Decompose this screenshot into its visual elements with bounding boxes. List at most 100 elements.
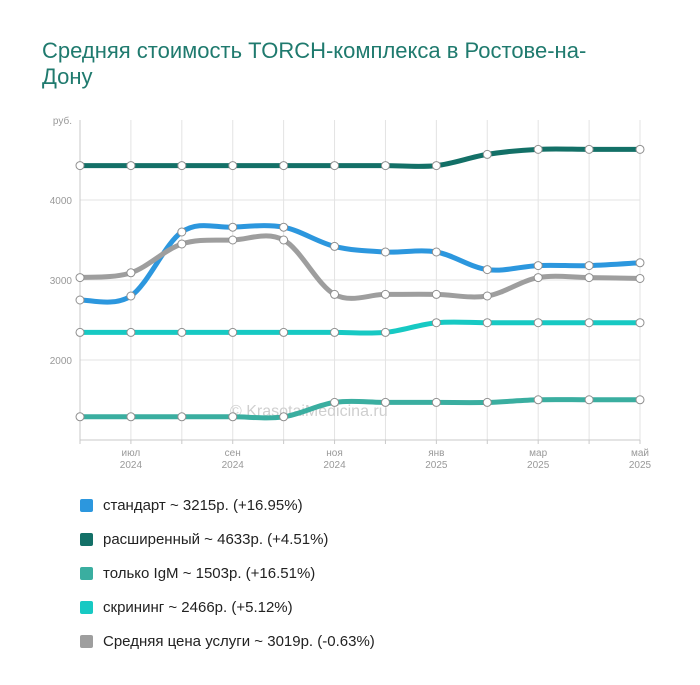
legend-swatch bbox=[80, 600, 93, 614]
x-tick-label-year: 2025 bbox=[425, 460, 448, 471]
legend-item[interactable]: скрининг ~ 2466р. (+5.12%) bbox=[80, 590, 375, 624]
data-point bbox=[380, 397, 390, 407]
data-point bbox=[177, 327, 187, 337]
data-point bbox=[635, 273, 645, 283]
data-point bbox=[228, 222, 238, 232]
legend-label: скрининг ~ 2466р. (+5.12%) bbox=[103, 598, 293, 616]
x-tick-label-month: мар bbox=[529, 448, 547, 459]
legend-label: только IgM ~ 1503р. (+16.51%) bbox=[103, 564, 316, 582]
legend-swatch bbox=[80, 634, 93, 648]
data-point bbox=[380, 327, 390, 337]
legend-label: расширенный ~ 4633р. (+4.51%) bbox=[103, 530, 329, 548]
data-point bbox=[126, 412, 136, 422]
x-tick-label-month: сен bbox=[225, 448, 241, 459]
data-point bbox=[126, 268, 136, 278]
data-point bbox=[279, 161, 289, 171]
legend-swatch bbox=[80, 532, 93, 546]
data-point bbox=[228, 327, 238, 337]
data-point bbox=[431, 397, 441, 407]
data-point bbox=[584, 273, 594, 283]
data-point bbox=[380, 289, 390, 299]
data-point bbox=[177, 239, 187, 249]
data-point bbox=[75, 412, 85, 422]
series-line bbox=[77, 319, 643, 336]
data-point bbox=[431, 247, 441, 257]
data-point bbox=[126, 327, 136, 337]
points-layer bbox=[75, 144, 645, 422]
x-tick-label-year: 2025 bbox=[527, 460, 550, 471]
legend-label: стандарт ~ 3215р. (+16.95%) bbox=[103, 496, 303, 514]
data-point bbox=[635, 318, 645, 328]
series-line bbox=[77, 146, 643, 169]
y-axis-label: руб. bbox=[53, 115, 72, 127]
y-tick-label: 2000 bbox=[50, 356, 73, 367]
x-tick-label-month: июл bbox=[122, 448, 141, 459]
data-point bbox=[126, 161, 136, 171]
y-tick-label: 4000 bbox=[50, 196, 73, 207]
series-line bbox=[77, 223, 643, 305]
data-point bbox=[431, 161, 441, 171]
data-point bbox=[279, 412, 289, 422]
data-point bbox=[482, 291, 492, 301]
x-tick-label-year: 2024 bbox=[222, 460, 245, 471]
data-point bbox=[635, 395, 645, 405]
data-point bbox=[330, 289, 340, 299]
data-point bbox=[279, 235, 289, 245]
data-point bbox=[533, 395, 543, 405]
data-point bbox=[533, 144, 543, 154]
data-point bbox=[584, 318, 594, 328]
axes: 200030004000руб.июл2024сен2024ноя2024янв… bbox=[50, 115, 652, 471]
data-point bbox=[431, 318, 441, 328]
data-point bbox=[279, 327, 289, 337]
data-point bbox=[330, 161, 340, 171]
x-tick-label-year: 2024 bbox=[120, 460, 143, 471]
data-point bbox=[177, 412, 187, 422]
y-tick-label: 3000 bbox=[50, 276, 73, 287]
legend-swatch bbox=[80, 566, 93, 580]
data-point bbox=[482, 265, 492, 275]
data-point bbox=[75, 273, 85, 283]
data-point bbox=[228, 412, 238, 422]
data-point bbox=[330, 327, 340, 337]
data-point bbox=[635, 144, 645, 154]
legend-item[interactable]: стандарт ~ 3215р. (+16.95%) bbox=[80, 488, 375, 522]
legend-label: Средняя цена услуги ~ 3019р. (-0.63%) bbox=[103, 632, 375, 650]
data-point bbox=[177, 227, 187, 237]
data-point bbox=[380, 247, 390, 257]
data-point bbox=[228, 235, 238, 245]
data-point bbox=[584, 261, 594, 271]
data-point bbox=[330, 397, 340, 407]
data-point bbox=[635, 258, 645, 268]
data-point bbox=[482, 397, 492, 407]
data-point bbox=[482, 318, 492, 328]
x-tick-label-year: 2025 bbox=[629, 460, 652, 471]
chart-title: Средняя стоимость TORCH-комплекса в Рост… bbox=[42, 38, 587, 89]
legend-item[interactable]: Средняя цена услуги ~ 3019р. (-0.63%) bbox=[80, 624, 375, 658]
legend-item[interactable]: расширенный ~ 4633р. (+4.51%) bbox=[80, 522, 375, 556]
x-tick-label-month: ноя bbox=[326, 448, 343, 459]
data-point bbox=[177, 161, 187, 171]
data-point bbox=[75, 295, 85, 305]
data-point bbox=[126, 291, 136, 301]
data-point bbox=[75, 161, 85, 171]
data-point bbox=[584, 144, 594, 154]
legend-swatch bbox=[80, 498, 93, 512]
line-chart: 200030004000руб.июл2024сен2024ноя2024янв… bbox=[50, 115, 652, 471]
legend: стандарт ~ 3215р. (+16.95%) расширенный ~… bbox=[80, 488, 375, 658]
data-point bbox=[279, 222, 289, 232]
data-point bbox=[330, 241, 340, 251]
x-tick-label-year: 2024 bbox=[323, 460, 346, 471]
data-point bbox=[380, 161, 390, 171]
data-point bbox=[431, 289, 441, 299]
data-point bbox=[482, 149, 492, 159]
data-point bbox=[533, 273, 543, 283]
data-point bbox=[533, 261, 543, 271]
data-point bbox=[75, 327, 85, 337]
x-tick-label-month: янв bbox=[428, 448, 444, 459]
legend-item[interactable]: только IgM ~ 1503р. (+16.51%) bbox=[80, 556, 375, 590]
x-tick-label-month: май bbox=[631, 448, 649, 459]
data-point bbox=[533, 318, 543, 328]
data-point bbox=[228, 161, 238, 171]
data-point bbox=[584, 395, 594, 405]
series-layer bbox=[77, 146, 643, 421]
